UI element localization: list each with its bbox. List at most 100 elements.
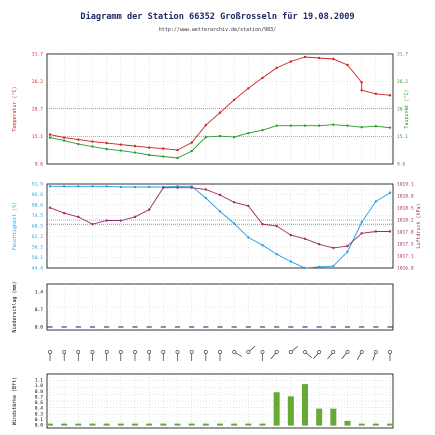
wind-bar [61, 423, 68, 426]
precip-tick-label: 0.0 [35, 325, 44, 331]
dewpoint-point [332, 123, 335, 126]
station-url[interactable]: http://www.wetterarchiv.de/station/983/ [158, 27, 277, 33]
temperature-point [147, 146, 151, 149]
wind-bar [217, 423, 223, 426]
pressure-point [62, 212, 66, 215]
precip-bar [387, 326, 393, 328]
humidity-point [261, 243, 264, 247]
wind-direction-symbol [303, 350, 313, 359]
wind-tick-label: 1.0 [35, 383, 44, 389]
wind-direction-symbol [90, 350, 95, 361]
temp-right-tick-label: 20.7 [397, 107, 408, 113]
wind-bar [387, 423, 393, 426]
wind-direction-symbol [270, 350, 279, 360]
dewpoint-point [374, 124, 378, 128]
precip-bar [316, 326, 322, 328]
pressure-axis-label: Luftdruck (hPa) [416, 203, 422, 248]
temperature-point [289, 60, 293, 63]
temperature-point [48, 133, 52, 136]
precipitation-axis-label: Niederschlag (mm) [12, 281, 18, 332]
pressure-point [317, 243, 321, 246]
wind-tick-label: 0.6 [35, 400, 44, 406]
precip-bar [61, 326, 67, 328]
wind-barb-head [345, 350, 350, 354]
dewpoint-point [190, 149, 193, 153]
temp-left-tick-label: 31.7 [32, 52, 43, 58]
humidity-point [388, 191, 392, 194]
humidity-point [275, 253, 278, 256]
humidity-point [48, 185, 52, 188]
pressure-point [261, 222, 264, 226]
wind-direction-symbol [232, 350, 243, 357]
wind-barb-head [274, 350, 279, 354]
humidity-point [119, 185, 123, 189]
wind-barb-head [175, 350, 180, 354]
pressure-point [119, 219, 123, 222]
wind-barb-head [218, 350, 222, 354]
temperature-point [360, 81, 363, 84]
wind-barb-head [317, 350, 322, 354]
dewpoint-point [317, 124, 321, 127]
precip-bar [288, 326, 294, 328]
temperature-point [247, 87, 250, 90]
precip-bar [217, 326, 223, 328]
wind-barb-head [246, 350, 251, 354]
precip-bar [302, 326, 308, 328]
dewpoint-point [275, 124, 278, 127]
hum-left-tick-label: 80.6 [32, 203, 43, 209]
wind-bar [245, 423, 252, 426]
pressure-point [204, 188, 208, 191]
wind-direction-symbol [313, 350, 322, 360]
diagram-title: Diagramm der Station 66352 Großrosseln f… [80, 12, 355, 22]
pressure-point [332, 246, 335, 250]
temperature-point [119, 143, 123, 146]
pressure-point [190, 186, 193, 189]
dewpoint-point [77, 142, 80, 146]
wind-bar [146, 423, 153, 426]
wind-direction-symbol [218, 350, 222, 361]
precip-tick-label: 0.7 [35, 307, 44, 313]
pressure-point [289, 233, 293, 237]
pressure-point [48, 206, 52, 209]
humidity-axis-label: Feuchtigkeit (%) [12, 202, 18, 250]
wind-direction-symbol [175, 350, 180, 361]
temperature-point [374, 92, 378, 96]
precip-bar [146, 326, 152, 328]
precip-bar [245, 326, 251, 328]
wind-barb-head [303, 350, 307, 354]
wind-bar [89, 423, 96, 426]
temperature-point [388, 94, 392, 97]
temperature-point [162, 147, 165, 150]
precip-bar [160, 326, 166, 328]
dewpoint-point [388, 126, 392, 129]
pressure-point [346, 244, 349, 248]
precip-bar [203, 326, 209, 328]
wind-direction-symbol [118, 350, 123, 361]
humidity-point [303, 266, 307, 270]
dewpoint-point [247, 131, 250, 135]
wind-direction-symbol [372, 350, 378, 361]
temperature-point [204, 123, 208, 127]
wind-direction-symbol [48, 350, 52, 361]
temperature-point [91, 140, 94, 143]
wind-axis-label: Windstärke (Bft) [12, 377, 18, 425]
wind-barb-head [359, 350, 364, 354]
wind-tick-label: 0.4 [35, 406, 44, 412]
wind-tick-label: 1.1 [35, 378, 44, 384]
pressure-point [388, 230, 392, 233]
wind-bar [103, 423, 110, 426]
precip-bar [89, 326, 96, 328]
wind-direction-symbol [327, 350, 336, 360]
temperature-point [176, 148, 179, 152]
temperature-point [346, 63, 349, 67]
pressure-point [275, 224, 278, 228]
precip-bar [259, 326, 266, 328]
hum-left-tick-label: 86.6 [32, 192, 43, 198]
wind-tick-label: 0.1 [35, 417, 44, 423]
hum-left-tick-label: 91.9 [32, 182, 43, 188]
humidity-point [105, 185, 108, 188]
precip-tick-label: 1.4 [35, 290, 44, 296]
wind-bar [372, 423, 379, 426]
humidity-point [91, 185, 94, 188]
